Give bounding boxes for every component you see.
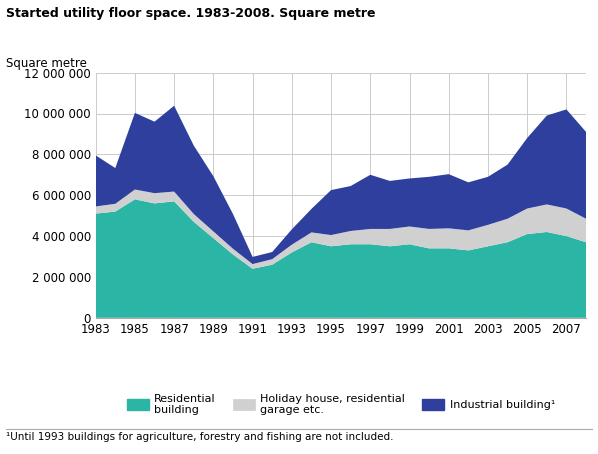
Text: Started utility floor space. 1983-2008. Square metre: Started utility floor space. 1983-2008. …	[6, 7, 376, 20]
Text: Square metre: Square metre	[6, 57, 87, 70]
Legend: Residential
building, Holiday house, residential
garage etc., Industrial buildin: Residential building, Holiday house, res…	[127, 394, 555, 415]
Text: ¹Until 1993 buildings for agriculture, forestry and fishing are not included.: ¹Until 1993 buildings for agriculture, f…	[6, 432, 393, 442]
